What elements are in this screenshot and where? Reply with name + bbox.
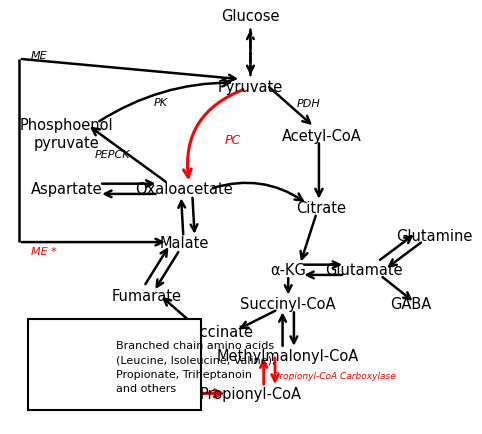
Text: GABA: GABA (390, 297, 432, 312)
Text: Methylmalonyl-CoA: Methylmalonyl-CoA (217, 348, 360, 363)
Text: Succinyl-CoA: Succinyl-CoA (241, 297, 336, 312)
Text: Pyruvate: Pyruvate (218, 80, 283, 95)
Text: Glutamine: Glutamine (397, 229, 473, 243)
Text: Glutamate: Glutamate (325, 263, 402, 278)
Text: α-KG: α-KG (270, 263, 306, 278)
Text: Malate: Malate (160, 235, 209, 250)
Text: Aspartate: Aspartate (30, 182, 102, 197)
Text: Propionyl-CoA Carboxylase: Propionyl-CoA Carboxylase (274, 371, 396, 380)
Text: Glucose: Glucose (221, 9, 280, 23)
Text: ME: ME (31, 50, 47, 60)
FancyBboxPatch shape (28, 319, 201, 411)
Text: Branched chain amino acids
(Leucine, Isoleucine, Valine),
Propionate, Triheptano: Branched chain amino acids (Leucine, Iso… (116, 340, 275, 393)
Text: ME *: ME * (31, 246, 56, 256)
Text: Phosphoenol
pyruvate: Phosphoenol pyruvate (19, 118, 113, 150)
Text: PEPCK: PEPCK (94, 149, 130, 159)
Text: PK: PK (154, 98, 168, 108)
Text: Succinate: Succinate (181, 324, 254, 339)
Text: PDH: PDH (296, 99, 320, 108)
Text: PC: PC (225, 134, 241, 147)
Text: Fumarate: Fumarate (111, 288, 182, 303)
Text: Acetyl-CoA: Acetyl-CoA (281, 129, 361, 144)
Text: Citrate: Citrate (296, 201, 346, 216)
Text: Propionyl-CoA: Propionyl-CoA (200, 386, 301, 401)
Text: Oxaloacetate: Oxaloacetate (135, 182, 233, 197)
